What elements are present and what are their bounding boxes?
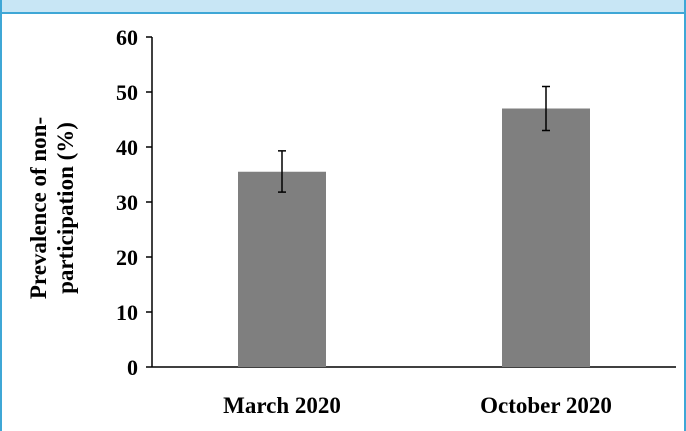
y-tick-label: 50 bbox=[116, 80, 138, 105]
bar bbox=[502, 108, 590, 367]
x-category-label: March 2020 bbox=[223, 393, 341, 418]
top-band bbox=[0, 0, 686, 12]
y-axis-label-line-1: Prevalence of non- bbox=[26, 117, 51, 299]
x-category-label: October 2020 bbox=[480, 393, 612, 418]
x-category-labels: March 2020 October 2020 bbox=[223, 393, 612, 418]
frame-border-right bbox=[684, 0, 686, 431]
frame-border-left bbox=[0, 0, 2, 431]
bar bbox=[238, 171, 326, 367]
y-tick-label: 10 bbox=[116, 300, 138, 325]
error-bars bbox=[278, 85, 550, 193]
y-tick-label: 0 bbox=[127, 355, 138, 380]
y-tick-labels: 0 10 20 30 40 50 60 bbox=[116, 25, 138, 380]
y-tick-label: 60 bbox=[116, 25, 138, 50]
y-tick-label: 40 bbox=[116, 135, 138, 160]
frame-border-top bbox=[0, 12, 686, 14]
y-axis-label-line-2: participation (%) bbox=[53, 122, 78, 294]
axes bbox=[146, 36, 676, 368]
y-axis-label: Prevalence of non- participation (%) bbox=[26, 117, 78, 299]
y-tick-label: 20 bbox=[116, 245, 138, 270]
bars bbox=[238, 108, 590, 367]
y-tick-label: 30 bbox=[116, 190, 138, 215]
